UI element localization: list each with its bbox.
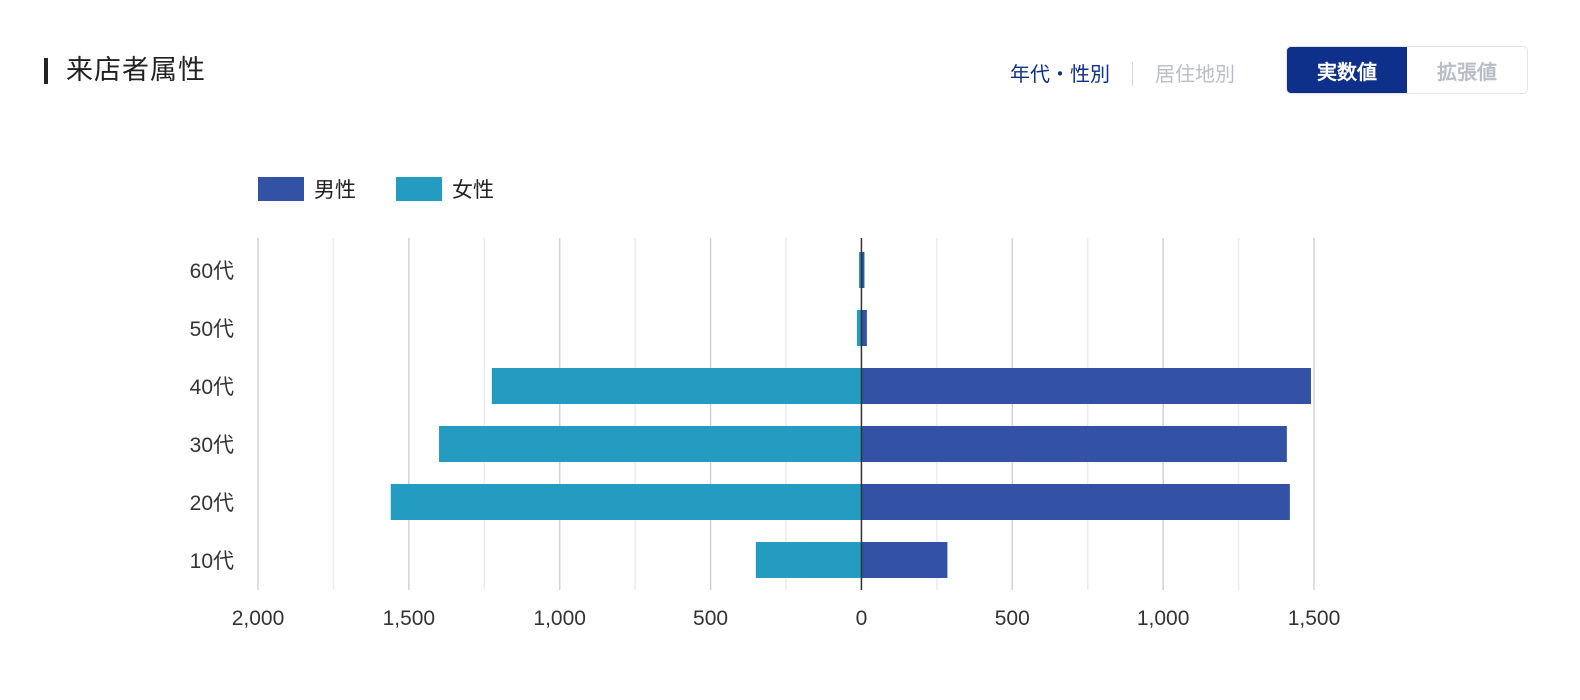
x-tick-label: 1,000: [533, 607, 586, 630]
chart-legend: 男性 女性: [258, 174, 534, 204]
bar-female-4: [439, 426, 862, 462]
y-category-label: 60代: [190, 260, 234, 283]
x-tick-label: 500: [693, 607, 728, 630]
y-category-label: 10代: [190, 550, 234, 573]
bar-male-4: [861, 426, 1287, 462]
x-tick-label: 1,500: [1288, 607, 1341, 630]
extended-value-button[interactable]: 拡張値: [1407, 47, 1527, 93]
bar-male-3: [861, 368, 1311, 404]
legend-label-male: 男性: [314, 178, 356, 202]
section-header: 来店者属性 年代・性別 居住地別 実数値 拡張値: [0, 0, 1580, 130]
bar-female-1: [859, 252, 862, 288]
bar-male-1: [861, 252, 865, 288]
y-category-label: 30代: [190, 434, 234, 457]
bar-female-2: [856, 310, 862, 346]
x-tick-label: 1,500: [383, 607, 436, 630]
x-tick-label: 0: [856, 607, 868, 630]
view-switcher: 年代・性別 居住地別: [1010, 60, 1235, 88]
view-link-age-gender[interactable]: 年代・性別: [1010, 62, 1110, 86]
bar-male-5: [861, 484, 1290, 520]
legend-swatch-male: [258, 177, 304, 201]
x-tick-label: 1,000: [1137, 607, 1190, 630]
bar-female-3: [491, 368, 862, 404]
view-link-residence[interactable]: 居住地別: [1155, 62, 1235, 86]
value-mode-toggle: 実数値 拡張値: [1286, 46, 1528, 94]
legend-item-female[interactable]: 女性: [396, 174, 494, 204]
page-title: 来店者属性: [66, 55, 206, 86]
bar-male-2: [861, 310, 867, 346]
y-category-label: 50代: [190, 318, 234, 341]
x-tick-label: 500: [995, 607, 1030, 630]
bar-female-5: [390, 484, 862, 520]
title-accent-bar: [44, 58, 48, 84]
y-category-label: 20代: [190, 492, 234, 515]
actual-value-button[interactable]: 実数値: [1287, 47, 1407, 93]
legend-swatch-female: [396, 177, 442, 201]
bar-male-6: [861, 542, 948, 578]
x-tick-label: 2,000: [232, 607, 285, 630]
view-link-divider: [1132, 62, 1133, 86]
bar-female-6: [755, 542, 862, 578]
y-category-label: 40代: [190, 376, 234, 399]
legend-item-male[interactable]: 男性: [258, 174, 356, 204]
legend-label-female: 女性: [452, 178, 494, 202]
